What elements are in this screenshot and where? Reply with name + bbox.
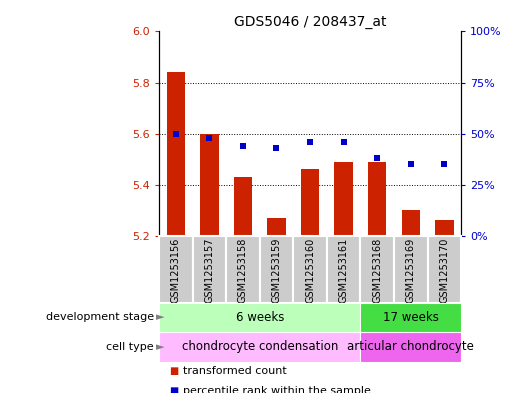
Point <box>306 139 314 145</box>
Bar <box>394 236 428 303</box>
Text: ■: ■ <box>170 366 179 376</box>
Text: percentile rank within the sample: percentile rank within the sample <box>183 386 370 393</box>
Point <box>373 155 382 161</box>
Bar <box>159 236 192 303</box>
Bar <box>260 236 293 303</box>
Text: GSM1253160: GSM1253160 <box>305 238 315 303</box>
Text: GSM1253157: GSM1253157 <box>205 238 214 303</box>
Bar <box>402 210 420 236</box>
Point <box>440 161 448 167</box>
Point <box>339 139 348 145</box>
Bar <box>234 177 252 236</box>
Text: 6 weeks: 6 weeks <box>235 311 284 324</box>
Bar <box>327 236 360 303</box>
Bar <box>166 72 185 236</box>
Bar <box>159 332 360 362</box>
Point <box>272 145 281 151</box>
Bar <box>200 134 218 236</box>
Title: GDS5046 / 208437_at: GDS5046 / 208437_at <box>234 15 386 29</box>
Point <box>407 161 415 167</box>
Point <box>172 130 180 137</box>
Text: chondrocyte condensation: chondrocyte condensation <box>181 340 338 353</box>
Point <box>205 134 214 141</box>
Text: ■: ■ <box>170 386 179 393</box>
Text: GSM1253156: GSM1253156 <box>171 238 181 303</box>
Text: articular chondrocyte: articular chondrocyte <box>347 340 474 353</box>
Text: ►: ► <box>156 342 165 352</box>
Bar <box>267 218 286 236</box>
Text: GSM1253158: GSM1253158 <box>238 238 248 303</box>
Text: GSM1253161: GSM1253161 <box>339 238 349 303</box>
Text: GSM1253168: GSM1253168 <box>372 238 382 303</box>
Bar <box>368 162 386 236</box>
Text: development stage: development stage <box>46 312 154 322</box>
Bar <box>159 303 360 332</box>
Bar <box>301 169 319 236</box>
Text: ►: ► <box>156 312 165 322</box>
Text: GSM1253159: GSM1253159 <box>271 238 281 303</box>
Text: GSM1253169: GSM1253169 <box>406 238 416 303</box>
Text: cell type: cell type <box>106 342 154 352</box>
Bar <box>428 236 461 303</box>
Bar <box>360 236 394 303</box>
Bar <box>293 236 327 303</box>
Bar <box>226 236 260 303</box>
Point <box>238 143 247 149</box>
Bar <box>334 162 353 236</box>
Bar <box>192 236 226 303</box>
Bar <box>360 303 461 332</box>
Text: transformed count: transformed count <box>183 366 287 376</box>
Bar <box>435 220 454 236</box>
Bar <box>360 332 461 362</box>
Text: 17 weeks: 17 weeks <box>383 311 439 324</box>
Text: GSM1253170: GSM1253170 <box>439 238 449 303</box>
